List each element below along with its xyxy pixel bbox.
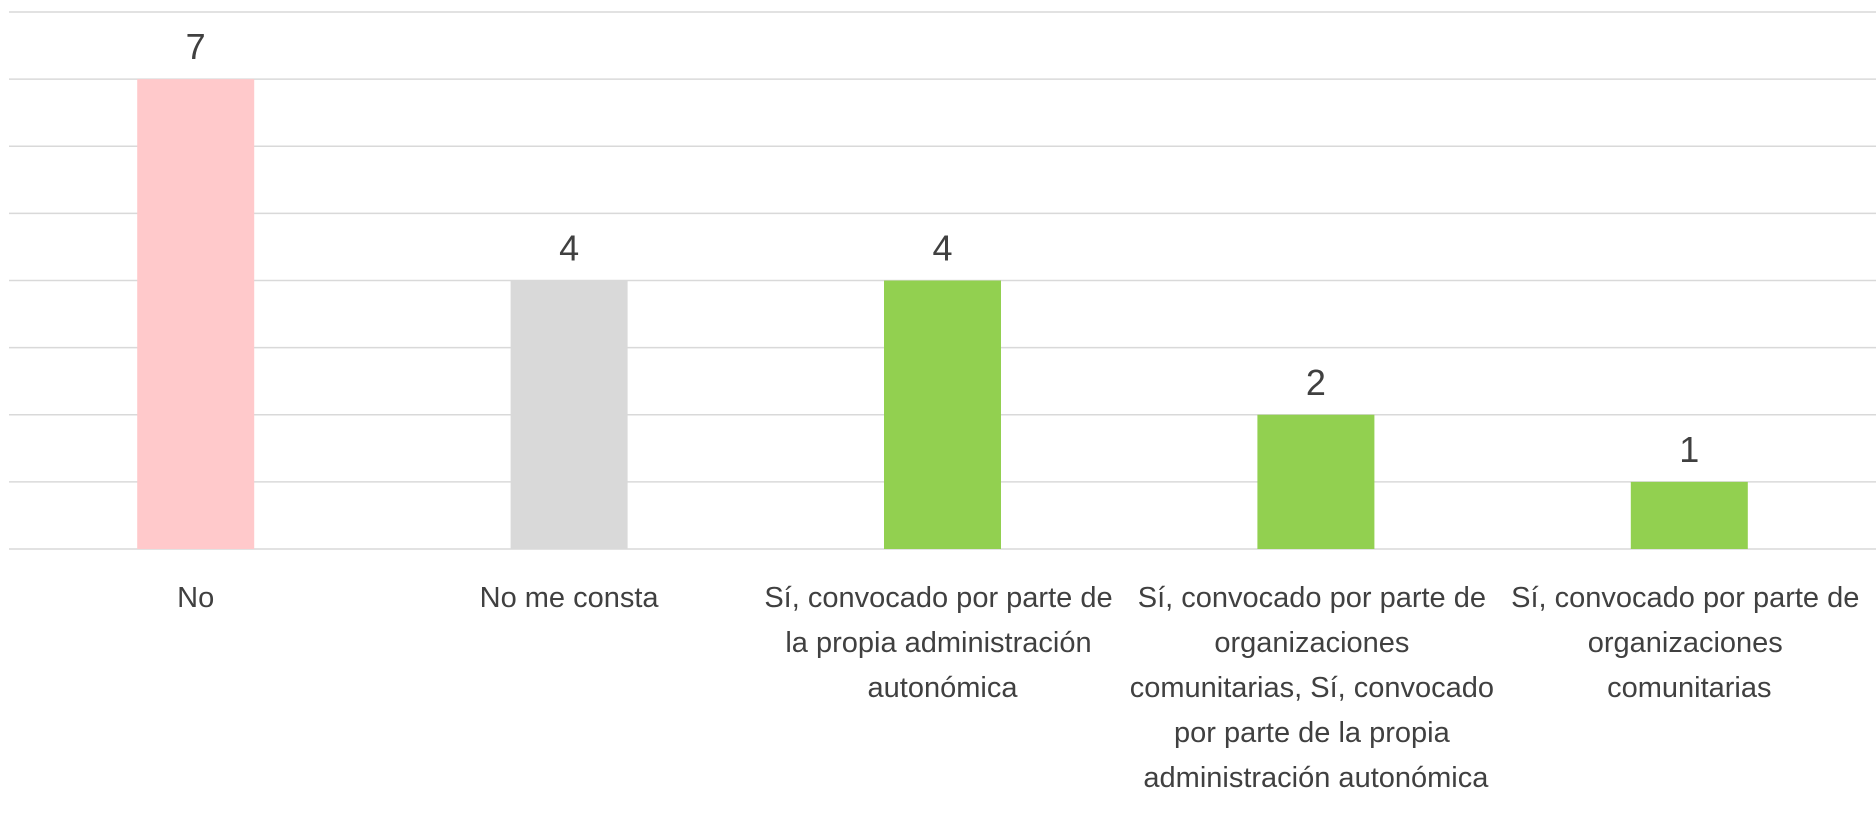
bar <box>1257 414 1375 549</box>
bar <box>510 280 628 549</box>
x-tick-label: No me consta <box>480 582 660 614</box>
x-tick-label: No <box>177 582 214 614</box>
data-label: 2 <box>1306 362 1326 403</box>
data-label: 1 <box>1679 429 1699 470</box>
bar <box>1630 481 1748 549</box>
bar <box>884 280 1001 549</box>
x-tick-label: Sí, convocado por parte de organizacione… <box>1511 582 1867 704</box>
x-tick-label: Sí, convocado por parte de organizacione… <box>1130 582 1502 794</box>
data-label: 4 <box>932 228 952 269</box>
data-label: 4 <box>559 228 579 269</box>
data-label: 7 <box>186 26 206 67</box>
bar <box>137 79 255 549</box>
x-tick-label: Sí, convocado por parte de la propia adm… <box>764 582 1120 704</box>
